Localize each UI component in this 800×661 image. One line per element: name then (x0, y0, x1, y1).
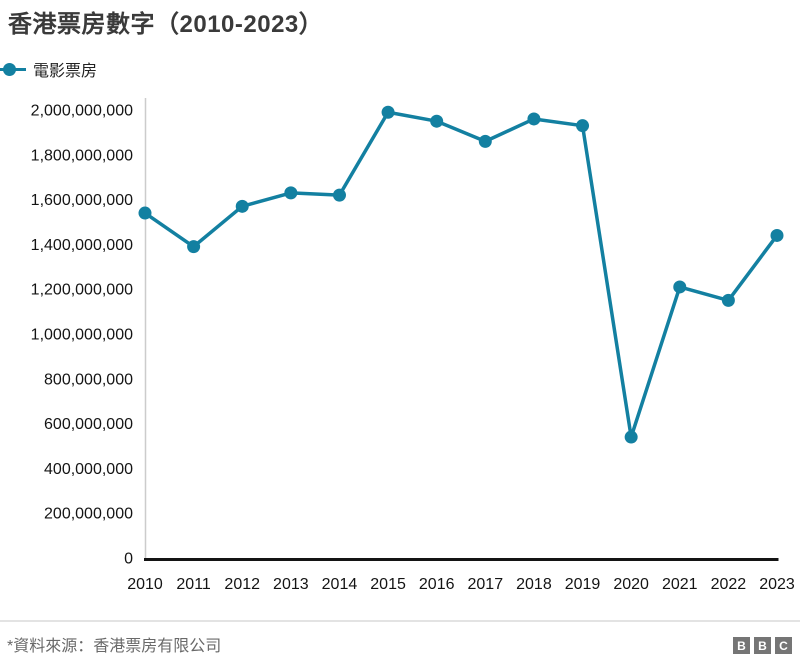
x-tick-label: 2019 (565, 576, 601, 593)
x-tick-label: 2014 (322, 576, 358, 593)
data-point-2018 (527, 112, 541, 126)
legend: 電影票房 (0, 60, 98, 80)
x-tick-label: 2020 (613, 576, 649, 593)
bbc-logo-letter: B (754, 637, 771, 654)
y-tick-label: 1,200,000,000 (31, 282, 133, 299)
x-tick-label: 2017 (468, 576, 504, 593)
data-point-2020 (624, 430, 638, 444)
y-tick-label: 0 (124, 551, 133, 568)
series-line (143, 110, 779, 439)
data-point-2023 (770, 228, 784, 242)
x-tick-label: 2016 (419, 576, 455, 593)
x-tick-label: 2021 (662, 576, 698, 593)
x-tick-label: 2012 (224, 576, 260, 593)
x-tick-label: 2022 (711, 576, 747, 593)
data-point-2012 (235, 199, 249, 213)
data-point-2011 (187, 240, 201, 254)
data-point-2021 (673, 280, 687, 294)
x-tick-label: 2015 (370, 576, 406, 593)
chart-title: 香港票房數字（2010-2023） (8, 11, 324, 38)
data-point-2022 (721, 293, 735, 307)
y-tick-label: 200,000,000 (44, 506, 133, 523)
x-tick-label: 2023 (759, 576, 795, 593)
bbc-logo-letter: B (733, 637, 750, 654)
bbc-logo: B B C (733, 637, 792, 654)
y-tick-label: 2,000,000,000 (31, 103, 133, 120)
data-point-2019 (576, 119, 590, 133)
line-chart: 0 200,000,000 400,000,000 600,000,000 800,00… (31, 98, 795, 593)
x-tick-label: 2010 (127, 576, 163, 593)
legend-label: 電影票房 (33, 63, 98, 80)
legend-line-dot-marker (0, 62, 26, 76)
data-point-2017 (478, 134, 492, 148)
y-tick-label: 1,800,000,000 (31, 147, 133, 164)
data-point-2010 (138, 206, 152, 220)
y-tick-label: 1,400,000,000 (31, 237, 133, 254)
y-tick-label: 1,000,000,000 (31, 327, 133, 344)
bbc-logo-letter: C (775, 637, 792, 654)
data-point-2016 (430, 114, 444, 128)
x-tick-label: 2011 (176, 576, 211, 593)
x-tick-label: 2018 (516, 576, 552, 593)
y-tick-label: 800,000,000 (44, 371, 133, 388)
y-tick-label: 600,000,000 (44, 416, 133, 433)
source-note: *資料來源：香港票房有限公司 (7, 638, 222, 655)
data-point-2014 (332, 188, 346, 202)
data-point-2013 (284, 186, 298, 200)
footer-divider (0, 620, 800, 622)
y-tick-label: 1,600,000,000 (31, 192, 133, 209)
legend-dot-icon (3, 62, 16, 76)
x-tick-label: 2013 (273, 576, 309, 593)
data-point-2015 (381, 105, 395, 119)
y-tick-label: 400,000,000 (44, 461, 133, 478)
